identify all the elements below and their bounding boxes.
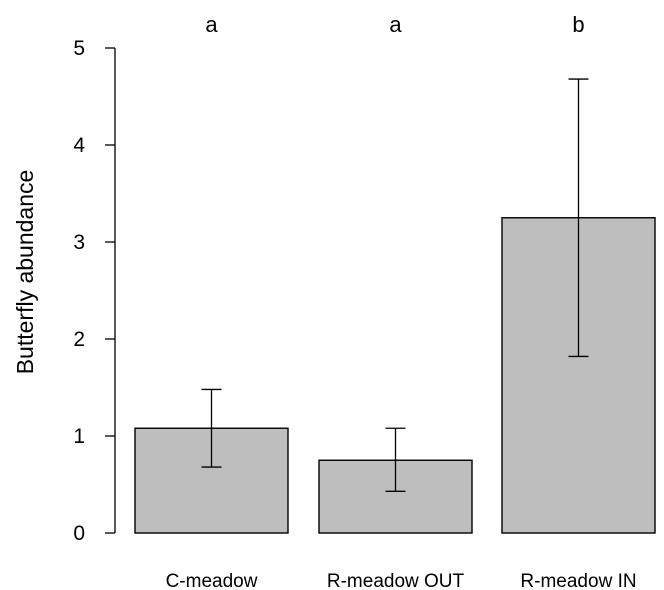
y-axis: 0 1 2 3 4 5 bbox=[73, 37, 116, 545]
significance-letter: a bbox=[205, 12, 218, 37]
significance-letter: b bbox=[572, 12, 584, 37]
error-bars bbox=[201, 78, 589, 492]
y-tick-label: 1 bbox=[73, 425, 85, 448]
y-axis-title: Butterfly abundance bbox=[12, 170, 38, 375]
category-labels: C-meadow R-meadow OUT R-meadow IN bbox=[166, 571, 637, 590]
y-tick-label: 0 bbox=[73, 522, 85, 545]
category-label: R-meadow IN bbox=[520, 571, 636, 590]
significance-letter: a bbox=[389, 12, 402, 37]
y-tick-label: 4 bbox=[73, 134, 85, 157]
category-label: C-meadow bbox=[166, 571, 258, 590]
y-tick-label: 3 bbox=[73, 231, 85, 254]
category-label: R-meadow OUT bbox=[327, 571, 465, 590]
y-tick-label: 5 bbox=[73, 37, 85, 60]
y-tick-label: 2 bbox=[73, 328, 85, 351]
